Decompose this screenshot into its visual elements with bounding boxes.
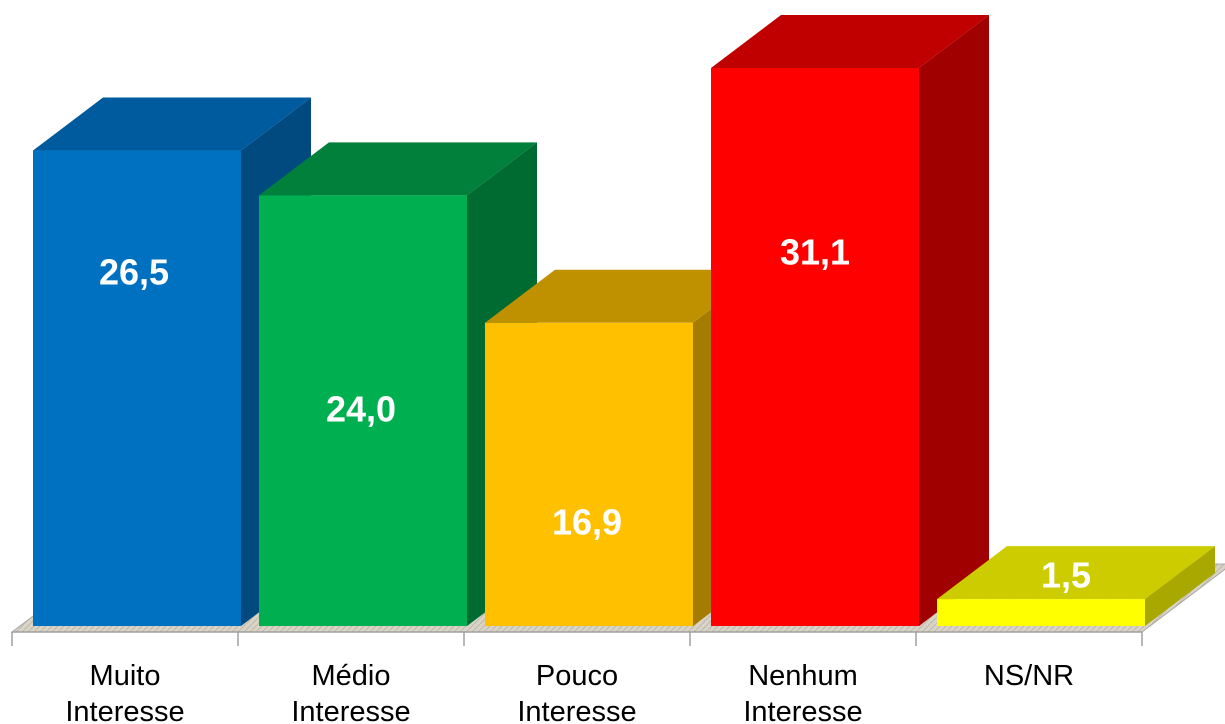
- x-tick-label: Muito Interesse: [65, 660, 184, 724]
- bar-top: [485, 269, 763, 323]
- bar-front: [485, 322, 693, 626]
- bar-side: [1145, 546, 1215, 626]
- data-label: 26,5: [99, 252, 169, 293]
- bar-front: [259, 195, 467, 626]
- bar-top: [711, 15, 989, 68]
- x-tick-label: Nenhum Interesse: [743, 660, 862, 724]
- data-label: 16,9: [552, 502, 622, 543]
- data-label: 1,5: [1041, 555, 1091, 596]
- data-label: 24,0: [326, 389, 396, 430]
- bar-top: [259, 142, 537, 196]
- x-tick-label: Médio Interesse: [291, 660, 410, 724]
- bar-front: [711, 68, 919, 626]
- bar-front: [33, 150, 241, 627]
- bar-side: [919, 15, 989, 626]
- bar: [711, 15, 989, 626]
- data-label: 31,1: [780, 232, 850, 273]
- bar-top: [33, 97, 311, 151]
- bar-top: [937, 546, 1215, 600]
- bar: [937, 546, 1215, 626]
- bar-front: [937, 599, 1145, 626]
- x-tick-label: Pouco Interesse: [517, 660, 636, 724]
- x-tick-label: NS/NR: [984, 660, 1074, 692]
